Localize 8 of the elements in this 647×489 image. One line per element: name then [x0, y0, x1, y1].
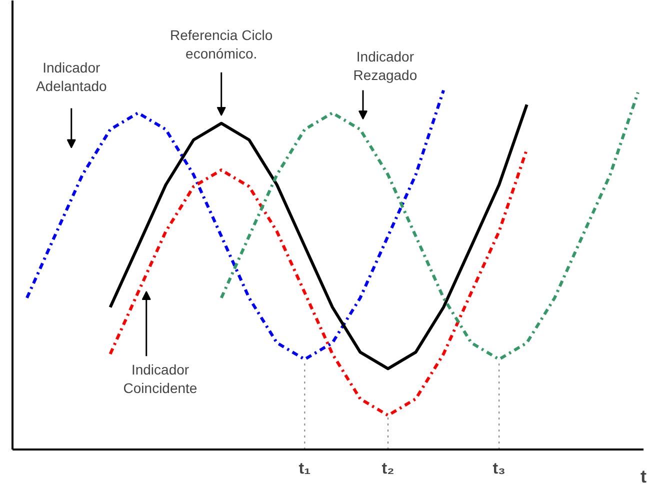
x-axis-title: t — [640, 466, 647, 486]
annotation: Indicador Adelantado — [36, 59, 108, 94]
text: Indicador Rezagado — [353, 48, 418, 84]
x-tick-label: t₁ — [298, 460, 312, 478]
text: Referencia Ciclo económico. — [170, 27, 273, 62]
annotation: Indicador Coincidente — [123, 361, 198, 396]
x-tick-label: t₃ — [492, 460, 506, 478]
x-tick-label: t₂ — [382, 460, 394, 478]
